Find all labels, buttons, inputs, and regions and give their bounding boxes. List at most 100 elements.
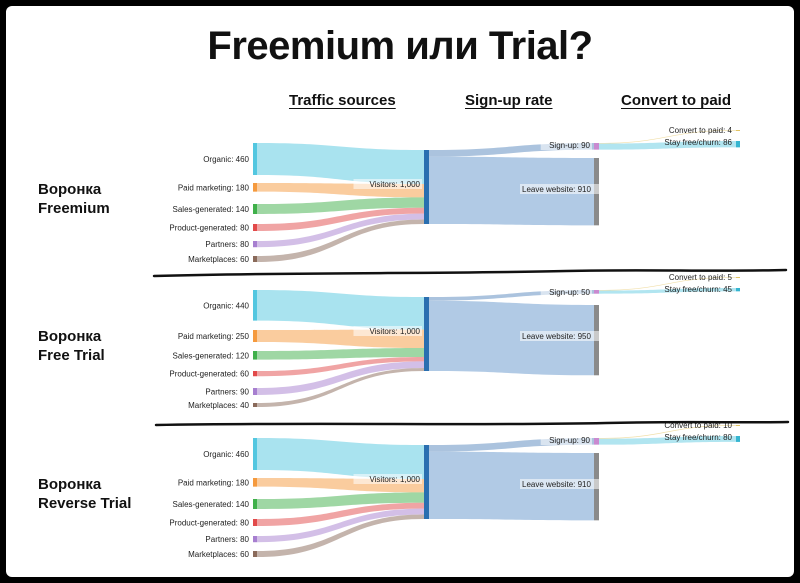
sankey-band-product-generated (257, 502, 424, 526)
sankey-band-organic (257, 438, 424, 480)
sankey-node-label: Leave website: 910 (522, 480, 591, 489)
sankey-node-convert-to-paid (736, 130, 740, 131)
sankey-node-label: Partners: 80 (205, 240, 249, 249)
sankey-band-sales-generated (257, 348, 424, 360)
sankey-band-partners (257, 508, 424, 543)
sankey-node-product-generated (253, 371, 257, 377)
label-background (540, 287, 592, 297)
sankey-node-label: Sign-up: 90 (549, 141, 590, 150)
sankey-node-label: Stay free/churn: 45 (664, 285, 732, 294)
sankey-band-product-generated (257, 207, 424, 231)
funnel-label-line: Free Trial (38, 347, 105, 364)
sankey-node-label: Product-generated: 80 (169, 224, 249, 233)
sankey-node-marketplaces (253, 403, 257, 407)
sankey-node-organic (253, 438, 257, 470)
label-background (540, 435, 592, 445)
sankey-node-sales-generated (253, 204, 257, 214)
funnel-label-line: Воронка (38, 328, 102, 345)
sankey-band-sales-generated (257, 492, 424, 509)
sankey-band-leave-website (429, 451, 594, 521)
sankey-node-label: Visitors: 1,000 (369, 475, 420, 484)
sankey-node-sign-up (594, 290, 599, 294)
sankey-node-paid-marketing (253, 183, 257, 192)
sankey-band-product-generated (257, 356, 424, 377)
funnel-label-freemium: Воронка Freemium (38, 180, 110, 218)
sankey-node-stay-free-churn (736, 436, 740, 442)
column-header-traffic-sources: Traffic sources (289, 92, 396, 109)
sankey-band-stay-free-churn (599, 141, 736, 150)
sankey-node-sales-generated (253, 351, 257, 360)
label-background (520, 331, 602, 341)
funnel-label-line: Воронка (38, 181, 102, 198)
sankey-node-partners (253, 388, 257, 395)
sankey-band-stay-free-churn (599, 288, 736, 294)
sankey-node-label: Convert to paid: 10 (664, 421, 732, 430)
sankey-node-label: Convert to paid: 5 (669, 273, 733, 282)
sankey-band-sales-generated (257, 197, 424, 214)
sankey-node-label: Convert to paid: 4 (669, 126, 733, 135)
sankey-node-convert-to-paid (736, 277, 740, 278)
sankey-node-stay-free-churn (736, 141, 740, 148)
sankey-node-stay-free-churn (736, 288, 740, 292)
funnel-label-line: Reverse Trial (38, 495, 132, 512)
label-background (520, 479, 602, 489)
sankey-node-paid-marketing (253, 478, 257, 487)
sankey-band-partners (257, 213, 424, 248)
sankey-node-paid-marketing (253, 330, 257, 342)
label-background (353, 179, 422, 189)
label-background (540, 140, 592, 150)
sankey-node-partners (253, 241, 257, 248)
sankey-node-label: Marketplaces: 40 (188, 401, 249, 410)
sankey-band-organic (257, 143, 424, 185)
label-background (353, 474, 422, 484)
sankey-band-leave-website (429, 156, 594, 226)
section-divider (154, 420, 790, 427)
sankey-node-label: Stay free/churn: 80 (664, 433, 732, 442)
sankey-node-sales-generated (253, 499, 257, 509)
funnel-label-line: Freemium (38, 200, 110, 217)
sankey-band-leave-website (429, 300, 594, 376)
sankey-band-partners (257, 361, 424, 395)
sankey-band-convert-to-paid (599, 425, 736, 439)
sankey-node-label: Partners: 80 (205, 535, 249, 544)
sankey-node-organic (253, 290, 257, 321)
funnel-label-free-trial: Воронка Free Trial (38, 327, 105, 365)
column-header-convert-to-paid: Convert to paid (621, 92, 732, 109)
sankey-node-label: Visitors: 1,000 (369, 327, 420, 336)
sankey-node-label: Marketplaces: 60 (188, 255, 249, 264)
sankey-node-label: Organic: 460 (203, 450, 249, 459)
sankey-node-convert-to-paid (736, 425, 740, 426)
sankey-node-visitors (424, 445, 429, 519)
sankey-node-product-generated (253, 224, 257, 231)
sankey-band-marketplaces (257, 368, 424, 407)
sankey-node-product-generated (253, 519, 257, 526)
sankey-node-label: Marketplaces: 60 (188, 550, 249, 559)
sankey-node-label: Leave website: 910 (522, 185, 591, 194)
sankey-node-visitors (424, 150, 429, 224)
sankey-node-label: Sign-up: 50 (549, 288, 590, 297)
sankey-band-marketplaces (257, 514, 424, 557)
sankey-node-label: Sales-generated: 120 (173, 351, 250, 360)
sankey-band-convert-to-paid (599, 277, 736, 291)
sankey-node-label: Sales-generated: 140 (173, 205, 250, 214)
sankey-node-partners (253, 536, 257, 543)
label-background (353, 326, 422, 336)
column-header-sign-up-rate: Sign-up rate (465, 92, 553, 109)
sankey-node-label: Product-generated: 60 (169, 370, 249, 379)
sankey-node-marketplaces (253, 551, 257, 557)
funnel-label-reverse-trial: Воронка Reverse Trial (38, 475, 131, 513)
sankey-band-organic (257, 290, 424, 330)
sankey-node-label: Organic: 440 (203, 301, 249, 310)
sankey-node-sign-up (594, 438, 599, 445)
sankey-band-convert-to-paid (599, 130, 736, 144)
sankey-node-label: Product-generated: 80 (169, 519, 249, 528)
sankey-node-label: Leave website: 950 (522, 332, 591, 341)
sankey-node-marketplaces (253, 256, 257, 262)
sankey-node-label: Paid marketing: 250 (178, 332, 250, 341)
sankey-node-label: Visitors: 1,000 (369, 180, 420, 189)
sankey-node-label: Partners: 90 (205, 388, 249, 397)
sankey-node-sign-up (594, 143, 599, 150)
label-background (520, 184, 602, 194)
page-title: Freemium или Trial? (207, 24, 593, 68)
sankey-node-label: Sales-generated: 140 (173, 500, 250, 509)
